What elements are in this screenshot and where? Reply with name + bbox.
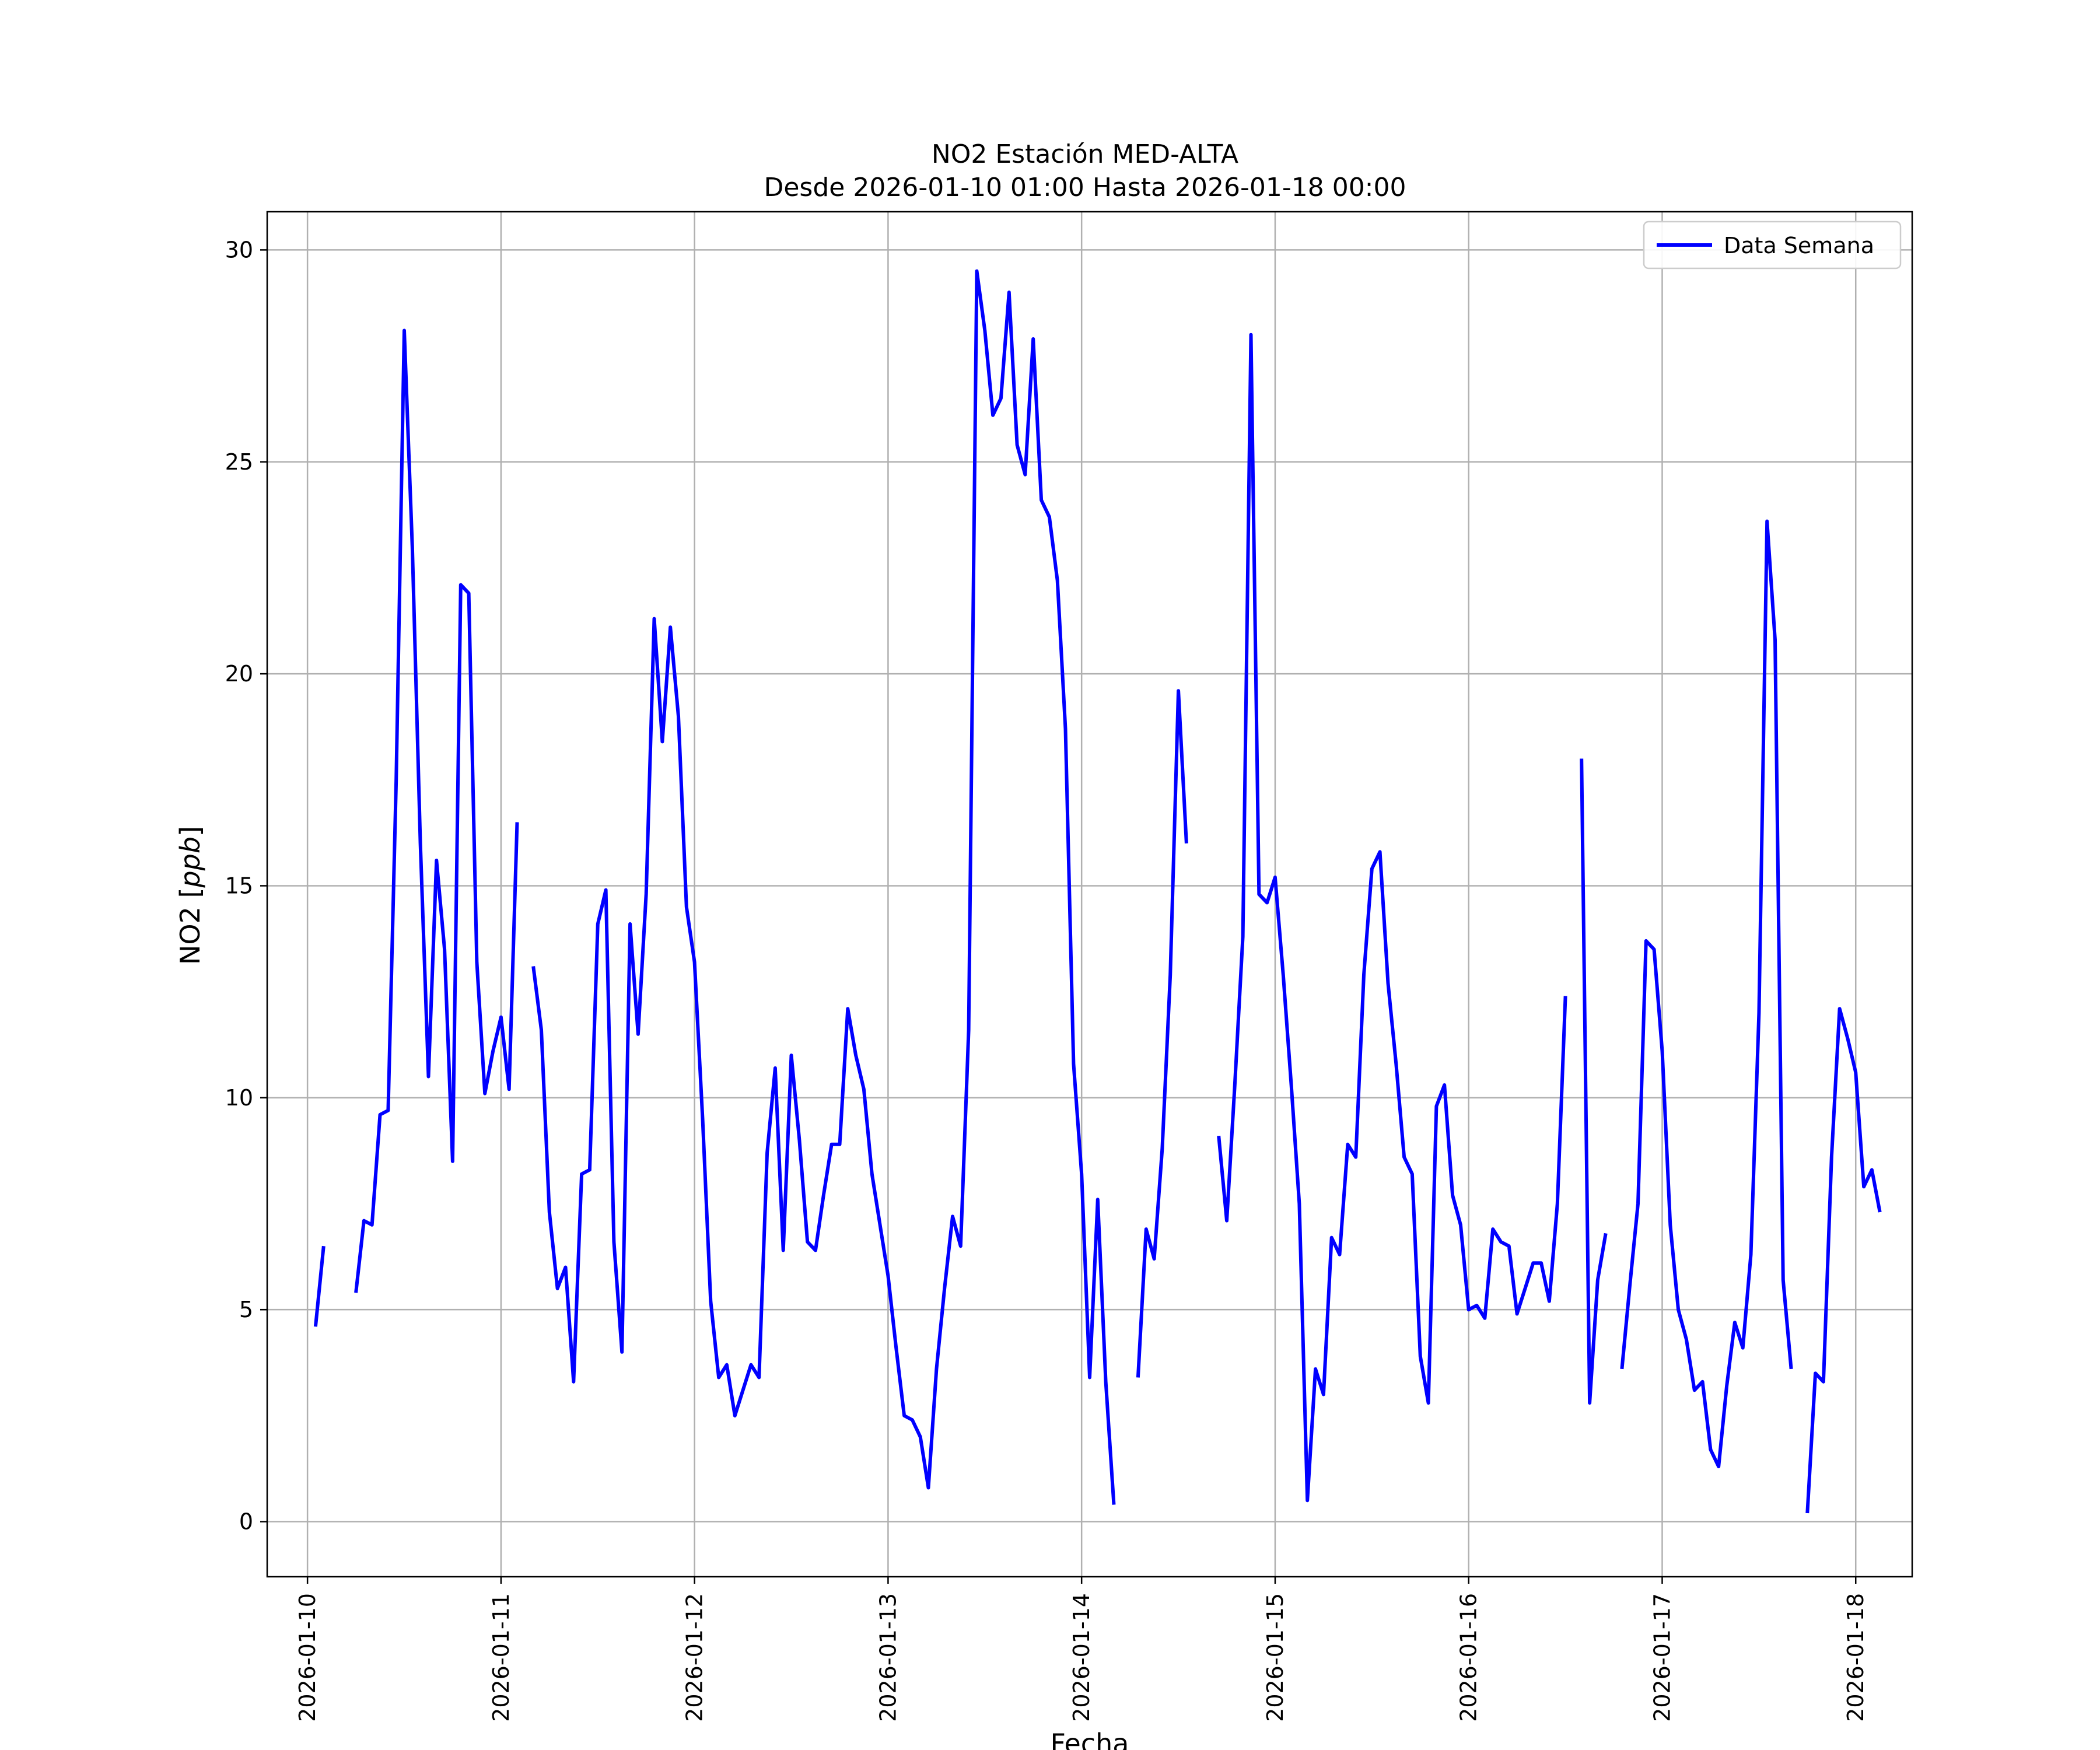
axis-ticks: 0 5 10 15 20 25 30 2026-01-10 2026-01-11 2026-01-…: [225, 237, 1869, 1721]
x-tick-label: 2026-01-16: [1456, 1593, 1482, 1722]
series-line: [313, 269, 1882, 1514]
gridlines: [267, 212, 1912, 1577]
x-axis-label: Fecha: [1051, 1728, 1129, 1750]
y-tick-label: 20: [225, 661, 253, 687]
y-axis-label-main: NO2 [: [174, 888, 206, 965]
x-tick-label: 2026-01-17: [1649, 1593, 1675, 1722]
y-axis-label-close: ]: [174, 826, 206, 836]
x-tick-label: 2026-01-15: [1262, 1593, 1288, 1722]
y-tick-label: 10: [225, 1085, 253, 1111]
legend-label: Data Semana: [1724, 233, 1874, 258]
y-tick-label: 5: [239, 1297, 253, 1322]
y-axis-label-unit: ppb: [174, 836, 206, 888]
x-tick-label: 2026-01-14: [1069, 1593, 1094, 1722]
y-axis-label: NO2 [ppb]: [174, 826, 206, 965]
x-tick-label: 2026-01-10: [295, 1593, 320, 1722]
series-layer: [313, 269, 1882, 1514]
x-tick-label: 2026-01-13: [875, 1593, 901, 1722]
y-tick-label: 25: [225, 449, 253, 475]
y-tick-label: 0: [239, 1509, 253, 1535]
x-tick-label: 2026-01-11: [488, 1593, 514, 1722]
plot-frame: [266, 211, 1913, 1578]
x-tick-label: 2026-01-12: [682, 1593, 708, 1722]
legend: Data Semana: [1643, 220, 1902, 270]
y-tick-label: 15: [225, 873, 253, 898]
chart-title: NO2 Estación MED-ALTA: [932, 139, 1238, 169]
legend-box: [1643, 220, 1902, 270]
chart-subtitle: Desde 2026-01-10 01:00 Hasta 2026-01-18 …: [764, 173, 1406, 202]
x-tick-label: 2026-01-18: [1843, 1593, 1868, 1722]
y-tick-label: 30: [225, 237, 253, 262]
